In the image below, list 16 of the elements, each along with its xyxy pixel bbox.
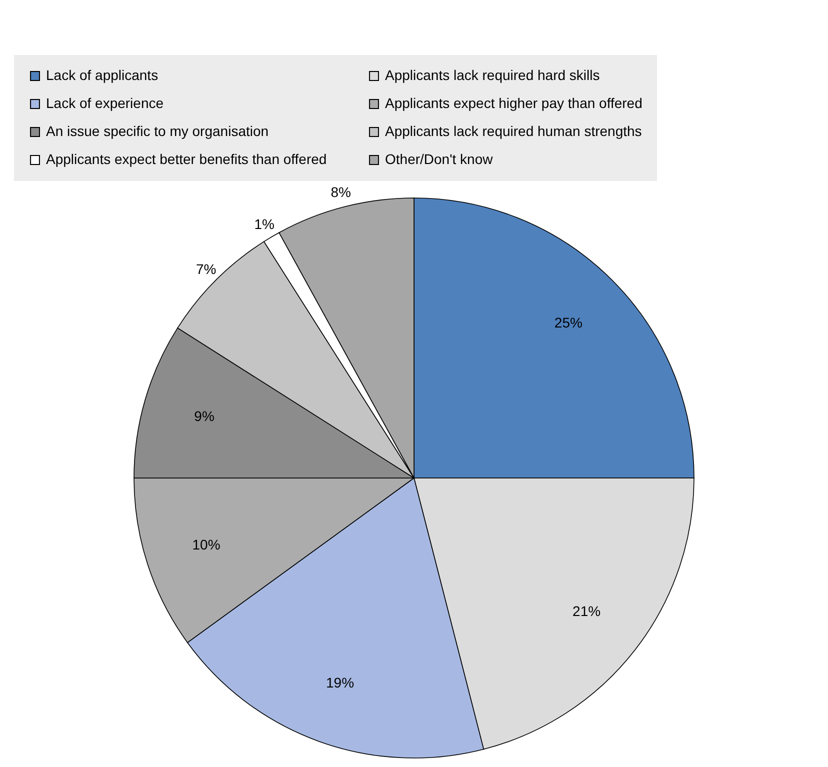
data-label: 1% (254, 216, 274, 232)
data-label: 25% (554, 314, 582, 331)
legend-label: Lack of experience (46, 95, 164, 111)
legend-label: An issue specific to my organisation (46, 123, 269, 139)
legend-label: Applicants lack required human strengths (385, 123, 642, 139)
data-label: 21% (572, 602, 601, 619)
data-label: 10% (192, 536, 220, 552)
legend-label: Applicants lack required hard skills (385, 67, 600, 83)
data-label: 9% (194, 408, 214, 424)
data-label: 7% (196, 261, 216, 278)
legend-label: Applicants expect better benefits than offered (46, 151, 327, 167)
legend-label: Other/Don't know (385, 151, 494, 167)
data-label: 19% (326, 674, 354, 690)
data-label: 8% (330, 184, 351, 200)
legend-label: Applicants expect higher pay than offered (385, 95, 642, 111)
legend-label: Lack of applicants (46, 67, 158, 83)
